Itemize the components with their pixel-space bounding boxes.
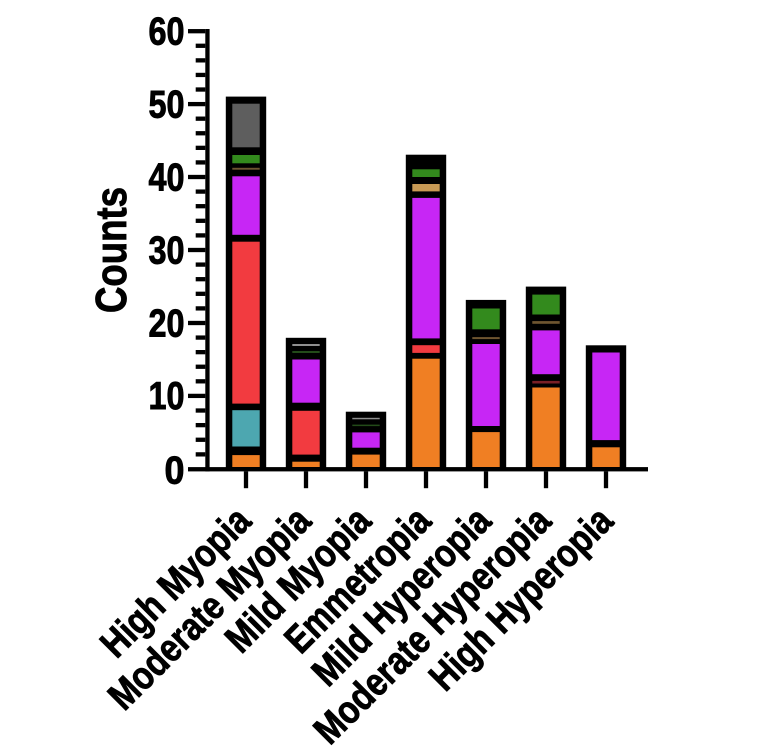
svg-text:10: 10 [149, 375, 185, 418]
svg-text:50: 50 [149, 83, 185, 126]
svg-text:Counts: Counts [87, 187, 136, 313]
svg-text:30: 30 [149, 229, 185, 272]
svg-text:60: 60 [149, 11, 185, 54]
svg-text:40: 40 [149, 156, 185, 199]
svg-text:0: 0 [165, 449, 185, 492]
svg-text:20: 20 [149, 302, 185, 345]
